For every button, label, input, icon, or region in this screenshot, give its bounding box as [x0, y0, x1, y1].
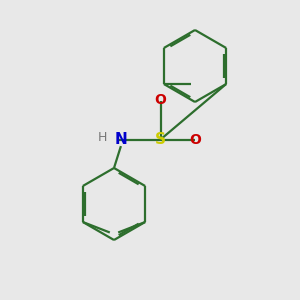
- Text: S: S: [155, 132, 166, 147]
- Text: N: N: [115, 132, 127, 147]
- Text: O: O: [189, 133, 201, 146]
- Text: H: H: [98, 130, 108, 144]
- Text: O: O: [154, 94, 166, 107]
